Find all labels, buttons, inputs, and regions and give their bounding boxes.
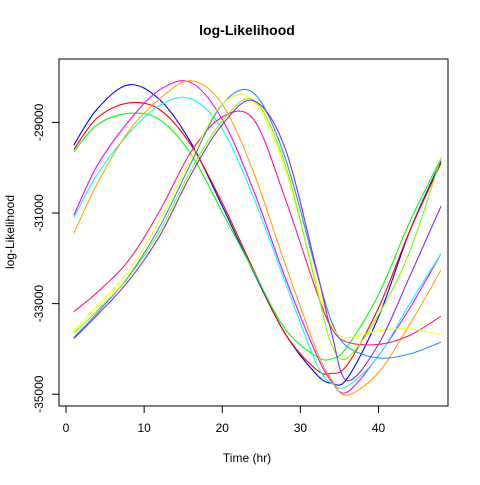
series-line-9 [73, 94, 442, 339]
series-line-5 [73, 96, 442, 389]
x-tick-label: 0 [63, 421, 70, 435]
y-axis-label: log-Likelihood [3, 195, 17, 269]
series-line-6 [73, 80, 442, 396]
chart-title: log-Likelihood [199, 22, 295, 38]
series-line-3 [73, 112, 442, 361]
x-axis-label: Time (hr) [223, 451, 271, 465]
y-tick-label: -33000 [32, 285, 46, 323]
series-line-7 [73, 110, 442, 346]
series-line-2 [73, 101, 442, 375]
y-tick-label: -35000 [32, 375, 46, 413]
y-tick-label: -29000 [32, 103, 46, 141]
x-tick-label: 20 [216, 421, 230, 435]
series-line-10 [73, 98, 442, 361]
x-axis: 0 10 20 30 40 [63, 405, 386, 435]
series-lines [73, 80, 442, 396]
y-tick-label: -31000 [32, 194, 46, 232]
series-line-11 [73, 99, 442, 382]
x-tick-label: 10 [137, 421, 151, 435]
series-line-8 [73, 88, 442, 359]
y-axis: -29000 -31000 -33000 -35000 [32, 103, 60, 413]
x-tick-label: 30 [294, 421, 308, 435]
x-tick-label: 40 [372, 421, 386, 435]
